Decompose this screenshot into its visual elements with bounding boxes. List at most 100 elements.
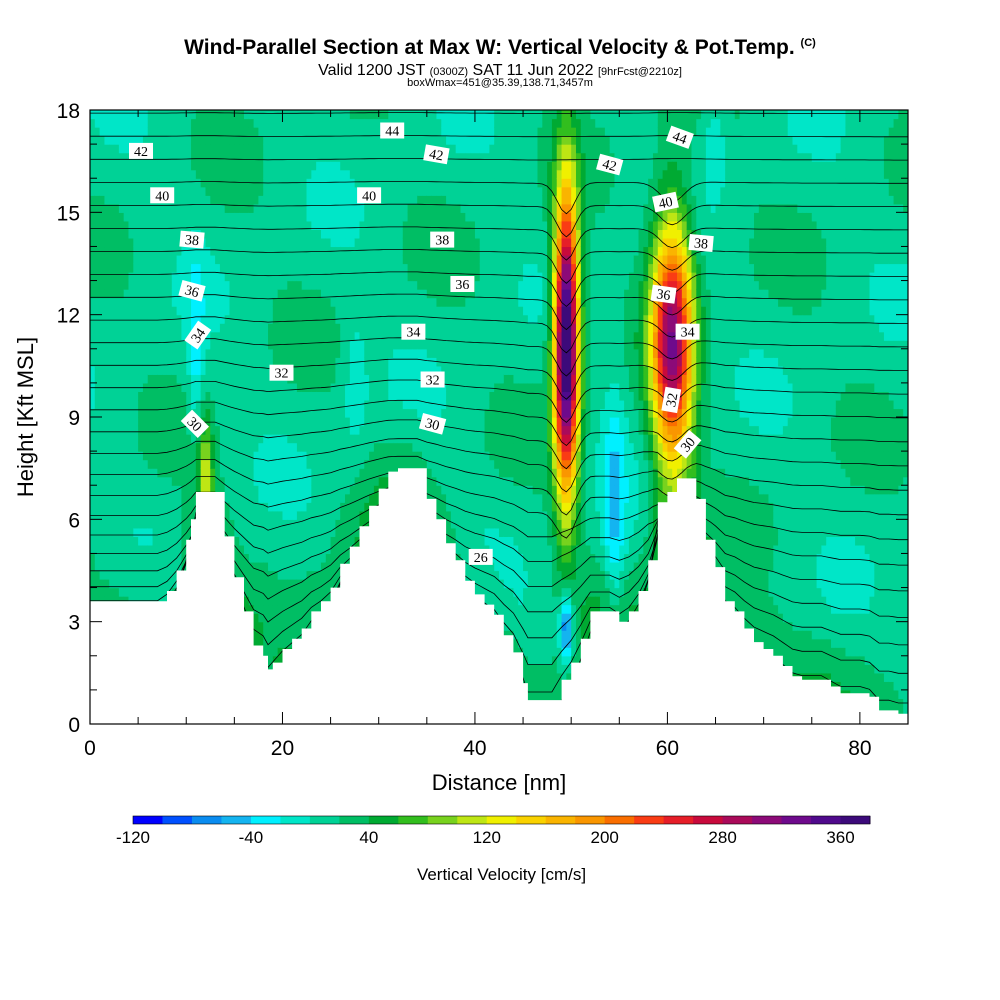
- velocity-cell: [191, 212, 197, 222]
- velocity-cell: [94, 579, 101, 589]
- velocity-cell: [340, 408, 346, 418]
- velocity-cell: [147, 254, 154, 265]
- velocity-cell: [272, 527, 279, 537]
- velocity-cell: [104, 502, 110, 512]
- velocity-cell: [282, 348, 288, 358]
- velocity-cell: [393, 348, 399, 358]
- velocity-cell: [248, 357, 255, 367]
- velocity-cell: [325, 451, 332, 461]
- velocity-cell: [301, 604, 308, 614]
- velocity-cell: [277, 647, 284, 657]
- velocity-cell: [263, 476, 269, 486]
- velocity-cell: [123, 442, 130, 452]
- velocity-cell: [200, 434, 207, 444]
- velocity-cell: [109, 289, 115, 299]
- velocity-cell: [364, 434, 370, 444]
- velocity-cell: [354, 434, 361, 444]
- velocity-cell: [229, 357, 235, 367]
- velocity-cell: [330, 502, 336, 512]
- velocity-cell: [152, 493, 158, 503]
- velocity-cell: [219, 144, 226, 154]
- velocity-cell: [205, 186, 211, 196]
- velocity-cell: [147, 442, 154, 452]
- velocity-cell: [147, 374, 154, 384]
- velocity-cell: [383, 382, 389, 393]
- velocity-cell: [306, 536, 312, 546]
- velocity-cell: [215, 340, 221, 350]
- velocity-cell: [234, 527, 240, 537]
- velocity-cell: [349, 314, 356, 324]
- velocity-cell: [373, 212, 380, 222]
- velocity-cell: [369, 331, 375, 341]
- velocity-cell: [186, 186, 192, 196]
- velocity-cell: [340, 280, 346, 290]
- velocity-cell: [316, 604, 322, 614]
- velocity-cell: [325, 127, 332, 137]
- velocity-cell: [210, 246, 216, 256]
- velocity-cell: [292, 144, 298, 154]
- velocity-cell: [335, 468, 341, 478]
- velocity-cell: [306, 502, 312, 512]
- velocity-cell: [142, 220, 149, 230]
- velocity-cell: [152, 144, 158, 154]
- velocity-cell: [219, 161, 226, 171]
- velocity-cell: [412, 365, 418, 375]
- velocity-cell: [287, 587, 293, 597]
- box-info: boxWmax=451@35.39,138.71,3457m: [407, 77, 593, 89]
- velocity-cell: [292, 442, 298, 452]
- velocity-cell: [99, 135, 106, 145]
- velocity-cell: [320, 135, 327, 145]
- velocity-cell: [397, 340, 404, 350]
- velocity-cell: [138, 425, 144, 435]
- velocity-cell: [373, 127, 380, 137]
- velocity-cell: [359, 519, 365, 529]
- velocity-cell: [90, 553, 96, 563]
- velocity-cell: [90, 519, 96, 529]
- velocity-cell: [340, 254, 346, 265]
- velocity-cell: [258, 272, 264, 282]
- velocity-cell: [248, 331, 255, 341]
- velocity-cell: [325, 442, 332, 452]
- velocity-cell: [248, 314, 255, 324]
- velocity-cell: [277, 561, 284, 572]
- velocity-cell: [181, 161, 187, 171]
- velocity-cell: [272, 630, 279, 640]
- velocity-cell: [205, 127, 211, 137]
- velocity-cell: [94, 399, 101, 410]
- velocity-cell: [205, 289, 211, 299]
- velocity-cell: [330, 340, 336, 350]
- velocity-cell: [306, 118, 312, 128]
- velocity-cell: [248, 399, 255, 410]
- velocity-cell: [272, 553, 279, 563]
- velocity-cell: [248, 425, 255, 435]
- velocity-cell: [171, 178, 178, 188]
- velocity-cell: [171, 212, 178, 222]
- velocity-cell: [171, 519, 178, 529]
- velocity-cell: [263, 229, 269, 239]
- velocity-cell: [316, 110, 322, 120]
- velocity-cell: [345, 110, 351, 120]
- velocity-cell: [287, 434, 293, 444]
- velocity-cell: [104, 527, 110, 537]
- velocity-cell: [133, 323, 139, 333]
- velocity-cell: [118, 442, 125, 452]
- velocity-cell: [152, 118, 158, 128]
- velocity-cell: [335, 169, 341, 179]
- velocity-cell: [118, 306, 125, 316]
- velocity-cell: [306, 621, 312, 631]
- velocity-cell: [243, 110, 250, 120]
- velocity-cell: [407, 280, 413, 290]
- velocity-cell: [393, 186, 399, 196]
- velocity-cell: [277, 630, 284, 640]
- velocity-cell: [268, 246, 274, 256]
- velocity-cell: [191, 135, 197, 145]
- velocity-cell: [234, 399, 240, 410]
- velocity-cell: [118, 135, 125, 145]
- velocity-cell: [133, 374, 139, 384]
- velocity-cell: [142, 417, 149, 427]
- velocity-cell: [243, 169, 250, 179]
- velocity-cell: [248, 553, 255, 563]
- velocity-cell: [296, 365, 303, 375]
- velocity-cell: [104, 297, 110, 307]
- velocity-cell: [181, 391, 187, 401]
